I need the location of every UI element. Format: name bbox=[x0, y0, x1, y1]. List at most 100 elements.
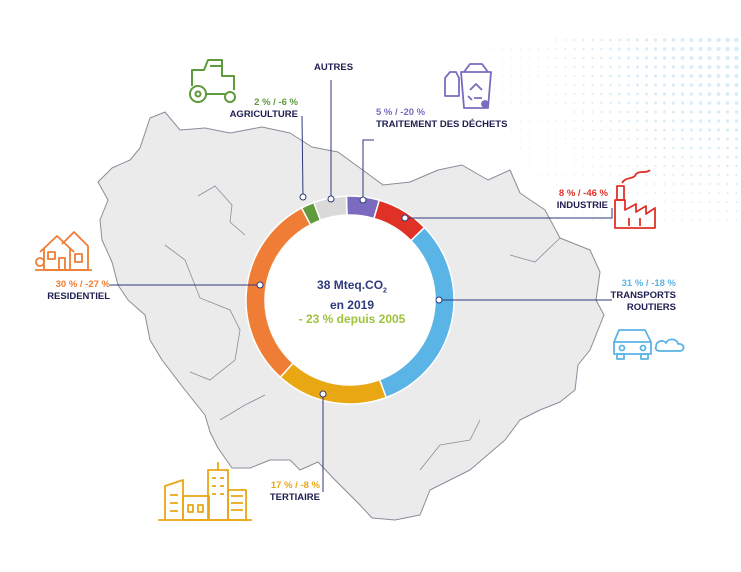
pattern-dot bbox=[645, 101, 648, 105]
pattern-dot bbox=[573, 84, 576, 86]
pattern-dot bbox=[725, 119, 730, 123]
pattern-dot bbox=[627, 201, 630, 203]
pattern-dot bbox=[680, 38, 685, 42]
pattern-dot bbox=[591, 174, 594, 176]
pattern-dot bbox=[627, 146, 630, 150]
pattern-dot bbox=[689, 47, 694, 51]
pattern-dot bbox=[537, 156, 540, 158]
pattern-dot bbox=[609, 110, 612, 114]
pattern-dot bbox=[591, 129, 594, 131]
pattern-dot bbox=[690, 146, 693, 150]
label-industrie: 8 % / -46 % INDUSTRIE bbox=[530, 188, 608, 212]
recycling-bin-icon bbox=[444, 63, 492, 109]
pattern-dot bbox=[510, 39, 513, 41]
pattern-dot bbox=[680, 92, 685, 96]
dot-transports bbox=[435, 296, 443, 304]
pattern-dot bbox=[717, 192, 720, 194]
pattern-dot bbox=[582, 93, 585, 95]
pattern-dot bbox=[591, 138, 594, 140]
pattern-dot bbox=[690, 173, 693, 177]
pattern-dot bbox=[725, 73, 730, 79]
pattern-dot bbox=[663, 128, 666, 132]
pattern-dot bbox=[510, 84, 513, 86]
pattern-dot bbox=[609, 165, 612, 167]
pattern-dot bbox=[636, 219, 639, 221]
label-tertiaire-pct: 17 % / -8 % bbox=[270, 480, 320, 491]
pattern-dot bbox=[689, 119, 694, 123]
pattern-dot bbox=[609, 219, 612, 221]
pattern-dot bbox=[528, 39, 531, 41]
pattern-dot bbox=[618, 119, 621, 123]
pattern-dot bbox=[627, 65, 630, 69]
pattern-dot bbox=[591, 192, 594, 194]
pattern-dot bbox=[689, 65, 694, 69]
label-industrie-name: INDUSTRIE bbox=[556, 200, 608, 211]
pattern-dot bbox=[645, 137, 648, 141]
pattern-dot bbox=[537, 93, 540, 95]
pattern-dot bbox=[645, 183, 648, 185]
pattern-dot bbox=[717, 173, 720, 177]
pattern-dot bbox=[555, 111, 558, 113]
pattern-dot bbox=[546, 39, 549, 41]
pattern-dot bbox=[600, 74, 603, 78]
pattern-dot bbox=[680, 101, 685, 105]
pattern-dot bbox=[690, 137, 693, 141]
pattern-dot bbox=[735, 191, 738, 195]
pattern-dot bbox=[618, 147, 621, 149]
pattern-dot bbox=[609, 101, 612, 105]
pattern-dot bbox=[573, 47, 576, 51]
pattern-dot bbox=[591, 83, 594, 87]
pattern-dot bbox=[699, 201, 702, 203]
pattern-dot bbox=[510, 120, 513, 122]
pattern-dot bbox=[582, 156, 585, 158]
pattern-dot bbox=[564, 201, 567, 203]
pattern-dot bbox=[671, 47, 676, 51]
pattern-dot bbox=[600, 129, 603, 131]
pattern-dot bbox=[708, 192, 711, 194]
pattern-dot bbox=[698, 83, 703, 87]
pattern-dot bbox=[734, 119, 739, 123]
pattern-dot bbox=[653, 92, 658, 96]
pattern-dot bbox=[537, 57, 540, 59]
pattern-dot bbox=[609, 192, 612, 194]
pattern-dot bbox=[618, 219, 621, 221]
pattern-dot bbox=[645, 92, 648, 96]
dot-tertiaire bbox=[319, 390, 327, 398]
pattern-dot bbox=[618, 47, 621, 51]
pattern-dot bbox=[698, 74, 703, 78]
pattern-dot bbox=[734, 37, 739, 43]
pattern-dot bbox=[662, 92, 667, 96]
pattern-dot bbox=[591, 120, 594, 122]
pattern-dot bbox=[698, 46, 703, 52]
pattern-dot bbox=[573, 75, 576, 77]
pattern-dot bbox=[582, 165, 585, 167]
pattern-dot bbox=[591, 165, 594, 167]
pattern-dot bbox=[573, 120, 576, 122]
pattern-dot bbox=[546, 174, 549, 176]
pattern-dot bbox=[716, 37, 721, 43]
pattern-dot bbox=[716, 119, 721, 123]
pattern-dot bbox=[537, 174, 540, 176]
pattern-dot bbox=[672, 119, 675, 123]
pattern-dot bbox=[726, 146, 729, 150]
pattern-dot bbox=[707, 119, 712, 123]
pattern-dot bbox=[510, 129, 513, 131]
pattern-dot bbox=[725, 46, 730, 52]
pattern-dot bbox=[663, 183, 666, 185]
pattern-dot bbox=[726, 192, 729, 194]
pattern-dot bbox=[672, 210, 675, 212]
house-icon bbox=[35, 231, 92, 271]
pattern-dot bbox=[726, 155, 729, 159]
pattern-dot bbox=[699, 155, 702, 159]
pattern-dot bbox=[537, 48, 540, 50]
pattern-dot bbox=[690, 219, 693, 221]
center-change: - 23 % depuis 2005 bbox=[298, 312, 406, 327]
pattern-dot bbox=[636, 65, 639, 69]
pattern-dot bbox=[690, 128, 693, 132]
factory-icon bbox=[614, 169, 656, 229]
pattern-dot bbox=[609, 38, 612, 42]
pattern-dot bbox=[609, 138, 612, 140]
pattern-dot bbox=[564, 165, 567, 167]
label-dechets-name: TRAITEMENT DES DÉCHETS bbox=[376, 119, 508, 130]
pattern-dot bbox=[699, 146, 702, 150]
